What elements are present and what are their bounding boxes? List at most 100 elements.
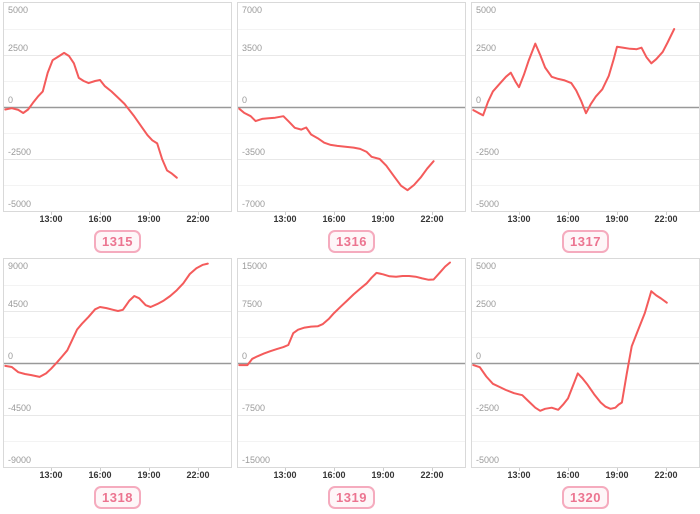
chart-badge[interactable]: 1319 [328, 486, 375, 509]
y-axis-label: 7000 [242, 5, 263, 15]
x-axis-tick [51, 468, 52, 471]
y-axis-label: 5000 [476, 5, 497, 15]
badge-row: 1315 [3, 226, 232, 258]
line-chart [472, 28, 699, 186]
y-axis-label: 7500 [242, 299, 263, 309]
y-axis-label: 5000 [8, 5, 29, 15]
y-axis-label: 9000 [8, 261, 29, 271]
y-axis-label: 0 [242, 351, 248, 361]
y-axis-label: -5000 [476, 455, 500, 465]
x-axis-tick [149, 212, 150, 215]
y-axis-label: -15000 [242, 455, 271, 465]
chart-panel: 5000 2500 0 -2500 -5000 [3, 2, 232, 212]
x-axis: 13:00 16:00 19:00 22:00 [471, 468, 700, 482]
x-axis-tick [198, 468, 199, 471]
x-axis-label: 22:00 [654, 214, 678, 224]
x-axis-tick [100, 212, 101, 215]
x-axis-tick [432, 468, 433, 471]
x-axis-label: 22:00 [186, 214, 210, 224]
x-axis: 13:00 16:00 19:00 22:00 [237, 212, 466, 226]
chart-cell-1315: 5000 2500 0 -2500 -5000 13:00 16:00 19:00 22:00… [3, 2, 232, 258]
y-axis-label: -2500 [8, 147, 32, 157]
x-axis-label: 13:00 [273, 470, 297, 480]
x-axis: 13:00 16:00 19:00 22:00 [3, 212, 232, 226]
y-axis-label: 0 [476, 95, 482, 105]
y-axis-label: 0 [8, 351, 14, 361]
y-axis-label: 4500 [8, 299, 29, 309]
chart-cell-1317: 5000 2500 0 -2500 -5000 13:00 16:00 19:00 22:00… [471, 2, 700, 258]
y-axis-label: 2500 [476, 43, 497, 53]
chart-panel: 9000 4500 0 -4500 -9000 [3, 258, 232, 468]
line-chart [238, 261, 465, 442]
x-axis-label: 16:00 [322, 214, 346, 224]
x-axis-tick [198, 212, 199, 215]
y-axis-label: -4500 [8, 403, 32, 413]
x-axis-tick [666, 468, 667, 471]
y-axis-label: 2500 [476, 299, 497, 309]
x-axis-label: 16:00 [556, 470, 580, 480]
chart-badge[interactable]: 1315 [94, 230, 141, 253]
x-axis-tick [100, 468, 101, 471]
x-axis-label: 19:00 [137, 214, 161, 224]
line-chart [472, 285, 699, 442]
series-line [4, 262, 209, 378]
chart-panel: 5000 2500 0 -2500 -5000 [471, 258, 700, 468]
line-chart [238, 29, 465, 192]
x-axis-tick [568, 468, 569, 471]
chart-cell-1316: 7000 3500 0 -3500 -7000 13:00 16:00 19:00 22:00… [237, 2, 466, 258]
x-axis-tick [568, 212, 569, 215]
series-line [472, 290, 668, 412]
y-axis-label: -9000 [8, 455, 32, 465]
x-axis-tick [334, 212, 335, 215]
y-axis-label: 5000 [476, 261, 497, 271]
badge-row: 1319 [237, 482, 466, 514]
x-axis-tick [285, 212, 286, 215]
x-axis-label: 22:00 [420, 214, 444, 224]
x-axis-label: 13:00 [39, 470, 63, 480]
x-axis-tick [666, 212, 667, 215]
x-axis-label: 16:00 [322, 470, 346, 480]
x-axis-tick [383, 212, 384, 215]
y-axis-label: -7000 [242, 199, 266, 209]
chart-badge[interactable]: 1317 [562, 230, 609, 253]
chart-badge[interactable]: 1316 [328, 230, 375, 253]
line-chart [4, 29, 231, 186]
x-axis-label: 16:00 [88, 470, 112, 480]
x-axis-label: 19:00 [605, 470, 629, 480]
x-axis-label: 19:00 [371, 214, 395, 224]
x-axis-tick [432, 212, 433, 215]
chart-cell-1320: 5000 2500 0 -2500 -5000 13:00 16:00 19:00 22:00… [471, 258, 700, 514]
x-axis-tick [617, 468, 618, 471]
chart-badge[interactable]: 1318 [94, 486, 141, 509]
x-axis-label: 16:00 [88, 214, 112, 224]
x-axis-label: 13:00 [507, 470, 531, 480]
y-axis-label: 3500 [242, 43, 263, 53]
x-axis-label: 19:00 [605, 214, 629, 224]
x-axis-tick [617, 212, 618, 215]
y-axis-label: -3500 [242, 147, 266, 157]
chart-panel: 5000 2500 0 -2500 -5000 [471, 2, 700, 212]
x-axis-label: 13:00 [39, 214, 63, 224]
badge-row: 1318 [3, 482, 232, 514]
y-axis-label: 0 [8, 95, 14, 105]
line-chart [4, 262, 231, 442]
x-axis-tick [51, 212, 52, 215]
badge-row: 1317 [471, 226, 700, 258]
y-axis-label: 0 [242, 95, 248, 105]
x-axis-label: 13:00 [273, 214, 297, 224]
x-axis-label: 22:00 [186, 470, 210, 480]
x-axis-label: 13:00 [507, 214, 531, 224]
series-line [472, 28, 676, 117]
badge-row: 1320 [471, 482, 700, 514]
y-axis-label: 2500 [8, 43, 29, 53]
chart-panel: 7000 3500 0 -3500 -7000 [237, 2, 466, 212]
y-axis-label: -2500 [476, 403, 500, 413]
x-axis-label: 16:00 [556, 214, 580, 224]
x-axis-label: 19:00 [371, 470, 395, 480]
x-axis: 13:00 16:00 19:00 22:00 [3, 468, 232, 482]
x-axis: 13:00 16:00 19:00 22:00 [237, 468, 466, 482]
series-line [4, 51, 178, 179]
badge-row: 1316 [237, 226, 466, 258]
chart-cell-1319: 15000 7500 0 -7500 -15000 13:00 16:00 19:00 22:… [237, 258, 466, 514]
